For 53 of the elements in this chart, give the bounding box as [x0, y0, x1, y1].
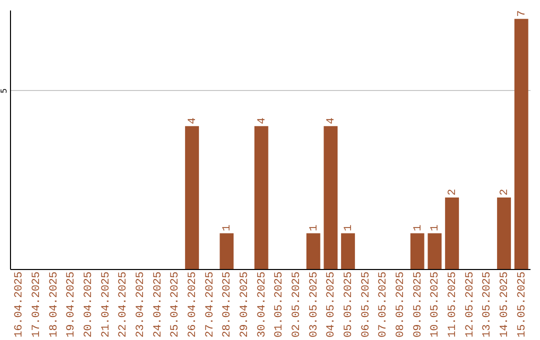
bar: [341, 233, 355, 269]
x-tick-label: 22.04.2025: [118, 272, 130, 338]
bar: [185, 126, 199, 269]
x-tick-label: 21.04.2025: [100, 272, 112, 338]
data-label: 4: [256, 117, 268, 124]
data-label: 1: [412, 224, 424, 232]
x-tick-label: 19.04.2025: [66, 272, 78, 338]
x-tick-label: 09.05.2025: [412, 272, 424, 338]
bar: [324, 126, 338, 269]
x-tick-label: 10.05.2025: [430, 272, 442, 338]
data-label: 7: [516, 10, 528, 17]
data-label: 2: [447, 188, 459, 196]
data-label: 1: [308, 224, 320, 232]
bar: [410, 233, 424, 269]
x-tick-label: 28.04.2025: [222, 272, 234, 338]
data-label: 4: [326, 117, 338, 124]
x-tick-label: 06.05.2025: [360, 272, 372, 338]
x-tick-label: 12.05.2025: [464, 272, 476, 338]
bar: [514, 18, 528, 269]
x-tick-label: 16.04.2025: [14, 272, 26, 338]
x-tick-label: 04.05.2025: [326, 272, 338, 338]
x-tick-label: 03.05.2025: [308, 272, 320, 338]
x-tick-label: 01.05.2025: [274, 272, 286, 338]
data-label: 2: [499, 188, 511, 196]
x-tick-label: 23.04.2025: [135, 272, 147, 338]
bar: [306, 233, 320, 269]
x-tick-label: 30.04.2025: [256, 272, 268, 338]
data-label: 1: [430, 224, 442, 232]
x-tick-label: 15.05.2025: [516, 272, 528, 338]
x-tick-label: 25.04.2025: [170, 272, 182, 338]
x-tick-label: 05.05.2025: [343, 272, 355, 338]
x-tick-label: 24.04.2025: [152, 272, 164, 338]
data-label: 1: [222, 224, 234, 232]
bar: [428, 233, 442, 269]
x-tick-label: 13.05.2025: [482, 272, 494, 338]
x-tick-label: 18.04.2025: [48, 272, 60, 338]
x-tick-label: 07.05.2025: [378, 272, 390, 338]
x-tick-label: 20.04.2025: [83, 272, 95, 338]
bar: [220, 233, 234, 269]
bar: [445, 198, 459, 269]
data-label: 4: [187, 117, 199, 124]
x-tick-label: 14.05.2025: [499, 272, 511, 338]
bar: [254, 126, 268, 269]
x-tick-label: 29.04.2025: [239, 272, 251, 338]
data-label: 1: [343, 224, 355, 232]
bar: [497, 198, 511, 269]
x-tick-label: 26.04.2025: [187, 272, 199, 338]
x-tick-label: 08.05.2025: [395, 272, 407, 338]
y-tick-label: 5: [0, 88, 8, 94]
x-tick-label: 27.04.2025: [204, 272, 216, 338]
x-tick-label: 17.04.2025: [31, 272, 43, 338]
x-tick-label: 11.05.2025: [447, 272, 459, 338]
x-tick-label: 02.05.2025: [291, 272, 303, 338]
